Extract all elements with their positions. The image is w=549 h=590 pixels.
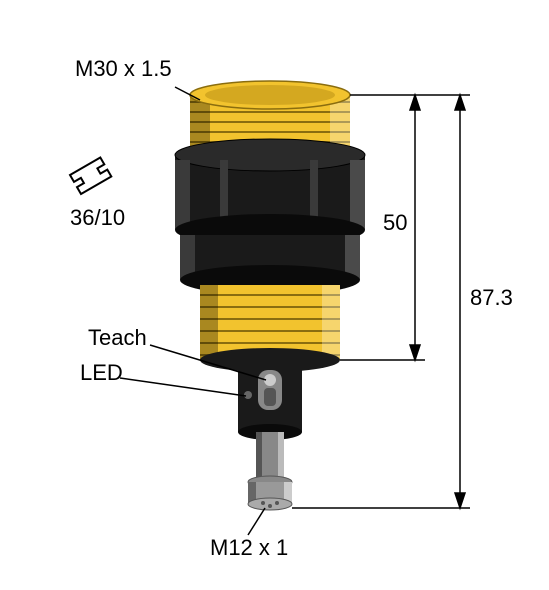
hex-nut-body — [175, 139, 365, 295]
connector-shaft — [248, 432, 292, 510]
sensor-diagram — [0, 0, 549, 590]
thread-bottom-label: M12 x 1 — [210, 535, 288, 561]
wrench-spec-label: 36/10 — [70, 205, 125, 231]
lower-thread-section — [200, 285, 340, 372]
thread-top-label: M30 x 1.5 — [75, 56, 172, 82]
dim-body-length: 50 — [383, 210, 407, 236]
led-label: LED — [80, 360, 123, 386]
teach-label: Teach — [88, 325, 147, 351]
wrench-icon — [70, 158, 111, 195]
dim-total-length: 87.3 — [470, 285, 513, 311]
